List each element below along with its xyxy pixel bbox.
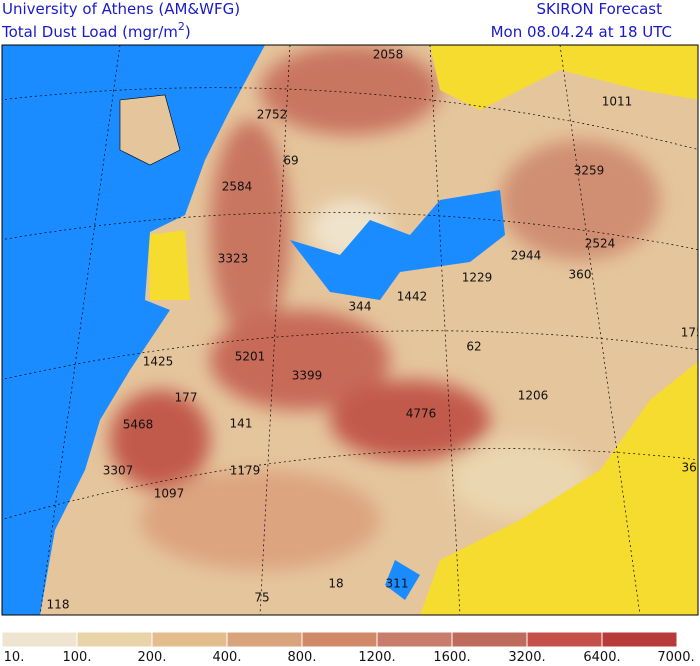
colorbar-label: 200. (138, 650, 167, 662)
map-label: 1097 (154, 487, 185, 501)
colorbar-label: 10. (4, 650, 25, 662)
map-label: 118 (47, 598, 70, 612)
header-line: Total Dust Load (mgr/m2) (1, 20, 191, 41)
map-label: 1758 (681, 326, 700, 340)
map-label: 1011 (602, 95, 633, 109)
colorbar-swatch (301, 631, 378, 648)
sea (290, 190, 505, 300)
map-label: 2584 (222, 180, 253, 194)
header-line: Mon 08.04.24 at 18 UTC (491, 23, 672, 41)
colorbar-swatch (376, 631, 453, 648)
map-label: 3307 (103, 464, 134, 478)
low-dust-zone (430, 45, 698, 110)
colorbar-label: 1200. (358, 650, 395, 662)
colorbar-swatch (76, 631, 153, 648)
map-label: 2752 (257, 108, 288, 122)
low-dust-zone (148, 230, 190, 300)
map-frame (1, 44, 699, 616)
map-label: 311 (386, 577, 409, 591)
map-label: 1206 (518, 389, 549, 403)
map-label: 360 (569, 268, 592, 282)
map-label: 75 (254, 591, 269, 605)
island (119, 94, 181, 166)
colorbar-label: 100. (63, 650, 92, 662)
colorbar-swatch (226, 631, 303, 648)
graticule (2, 45, 698, 615)
map-label: 2524 (585, 237, 616, 251)
map-label: 344 (349, 300, 372, 314)
map-label: 5468 (123, 418, 154, 432)
colorbar-swatch (451, 631, 528, 648)
map-label: 2944 (511, 249, 542, 263)
map-label: 1442 (397, 290, 428, 304)
map-label: 1229 (462, 271, 493, 285)
header-line: SKIRON Forecast (537, 0, 663, 18)
map-label: 2058 (373, 48, 404, 62)
map-label: 1179 (230, 464, 261, 478)
map-label: 69 (283, 154, 298, 168)
map-label: 1425 (143, 355, 174, 369)
colorbar-label: 800. (288, 650, 317, 662)
map-label: 4776 (406, 407, 437, 421)
colorbar-label: 3200. (508, 650, 545, 662)
map-label: 18 (328, 577, 343, 591)
map-label: 3323 (218, 252, 249, 266)
header-part: ) (185, 23, 191, 41)
sea (2, 45, 265, 615)
colorbar-label: 400. (213, 650, 242, 662)
colorbar-label: 6400. (583, 650, 620, 662)
map-label: 3399 (292, 369, 323, 383)
map: 2058 1011 2752 69 3259 2584 2524 3323 2944 360 122… (2, 45, 700, 615)
map-label: 62 (466, 340, 481, 354)
map-label: 5201 (235, 350, 266, 364)
header-part: Total Dust Load (mgr/m (1, 23, 178, 41)
map-label: 177 (175, 391, 198, 405)
colorbar-swatch (601, 631, 678, 648)
map-label: 3259 (574, 164, 605, 178)
header-part: 2 (178, 20, 185, 33)
colorbar-label: 7000. (657, 650, 694, 662)
low-dust-zone (420, 361, 698, 615)
map-label: 362 (682, 461, 700, 475)
sea (385, 560, 420, 600)
dust-field (110, 45, 660, 570)
map-label: 141 (230, 417, 253, 431)
colorbar-swatch (1, 631, 78, 648)
colorbar-label: 1600. (433, 650, 470, 662)
header-line: University of Athens (AM&WFG) (2, 0, 240, 18)
colorbar-swatch (151, 631, 228, 648)
colorbar-swatch (526, 631, 603, 648)
